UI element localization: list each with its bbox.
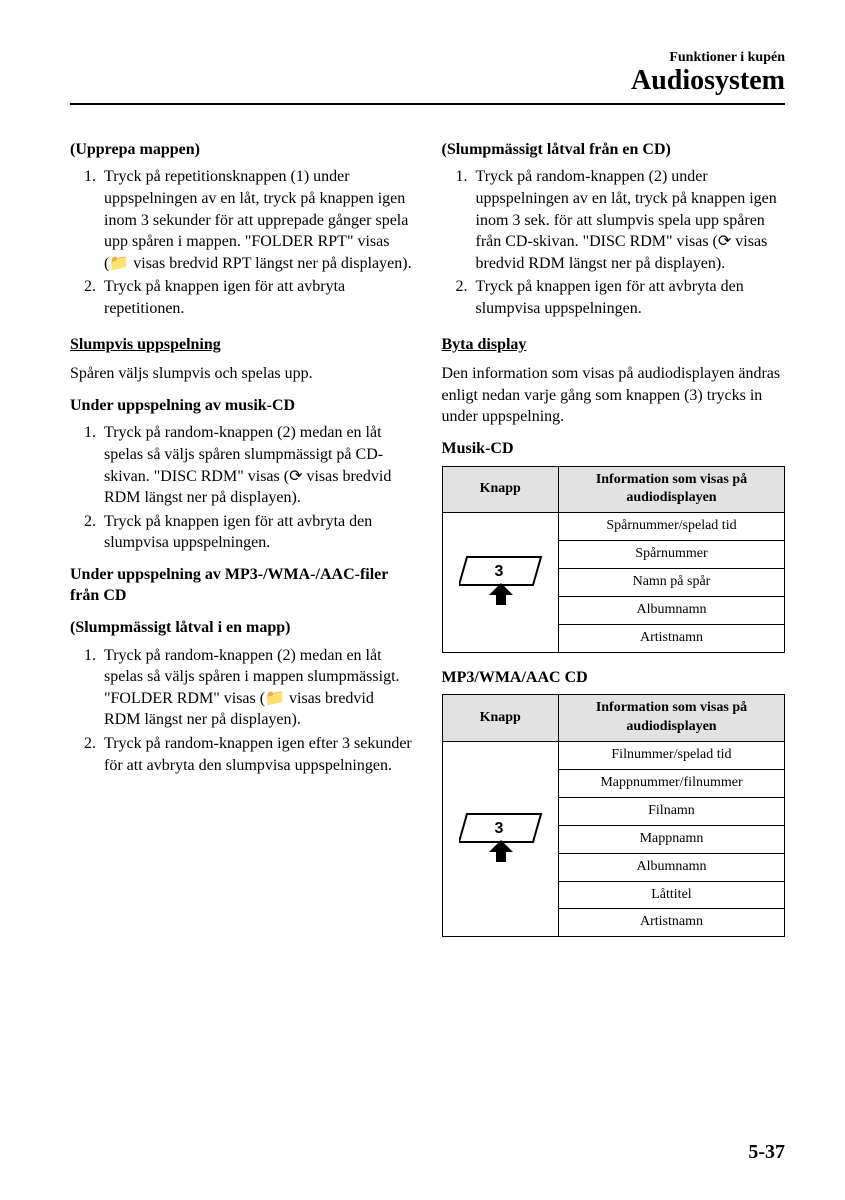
table-mp3-cd: Knapp Information som visas på audiodisp… — [442, 694, 786, 937]
right-column: (Slumpmässigt låtval från en CD) Tryck p… — [442, 129, 786, 952]
header-subtitle: Funktioner i kupén — [70, 50, 785, 66]
button-cell: 3 — [442, 742, 558, 937]
table-header: Knapp — [442, 695, 558, 742]
up-arrow-icon — [489, 840, 513, 864]
heading-table-mp3: MP3/WMA/AAC CD — [442, 667, 786, 689]
heading-repeat-folder: (Upprepa mappen) — [70, 139, 414, 161]
up-arrow-icon — [489, 583, 513, 607]
list-item: Tryck på random-knappen (2) under uppspe… — [472, 166, 786, 274]
table-row: Spårnummer — [558, 541, 784, 569]
table-row: Spårnummer/spelad tid — [558, 513, 784, 541]
table-header: Information som visas på audiodisplayen — [558, 466, 784, 513]
table-row: Namn på spår — [558, 569, 784, 597]
list-item: Tryck på repetitionsknappen (1) under up… — [100, 166, 414, 274]
button-3-icon: 3 — [455, 806, 545, 866]
music-cd-list: Tryck på random-knappen (2) medan en låt… — [70, 422, 414, 554]
display-intro: Den information som visas på audiodispla… — [442, 363, 786, 428]
table-row: Albumnamn — [558, 596, 784, 624]
table-row: Filnamn — [558, 797, 784, 825]
table-row: Mappnummer/filnummer — [558, 770, 784, 798]
page-number: 5-37 — [748, 1141, 785, 1164]
svg-text:3: 3 — [495, 820, 504, 837]
folder-random-list: Tryck på random-knappen (2) medan en låt… — [70, 645, 414, 777]
table-header: Information som visas på audiodisplayen — [558, 695, 784, 742]
list-item: Tryck på knappen igen för att avbryta de… — [100, 511, 414, 554]
heading-cd-random: (Slumpmässigt låtval från en CD) — [442, 139, 786, 161]
heading-random-play: Slumpvis uppspelning — [70, 334, 414, 356]
left-column: (Upprepa mappen) Tryck på repetitionskna… — [70, 129, 414, 952]
svg-text:3: 3 — [495, 563, 504, 580]
heading-mp3-cd: Under uppspelning av MP3-/WMA-/AAC-filer… — [70, 564, 414, 607]
header-title: Audiosystem — [70, 66, 785, 97]
heading-table-music-cd: Musik-CD — [442, 438, 786, 460]
table-header: Knapp — [442, 466, 558, 513]
list-item: Tryck på random-knappen (2) medan en låt… — [100, 645, 414, 731]
table-music-cd: Knapp Information som visas på audiodisp… — [442, 466, 786, 653]
table-row: Mappnamn — [558, 825, 784, 853]
table-row: Artistnamn — [558, 624, 784, 652]
button-3-icon: 3 — [455, 549, 545, 609]
random-intro: Spåren väljs slumpvis och spelas upp. — [70, 363, 414, 385]
list-item: Tryck på knappen igen för att avbryta re… — [100, 276, 414, 319]
heading-music-cd: Under uppspelning av musik-CD — [70, 395, 414, 417]
table-row: Låttitel — [558, 881, 784, 909]
cd-random-list: Tryck på random-knappen (2) under uppspe… — [442, 166, 786, 319]
list-item: Tryck på random-knappen igen efter 3 sek… — [100, 733, 414, 776]
page-header: Funktioner i kupén Audiosystem — [70, 50, 785, 105]
heading-folder-random: (Slumpmässigt låtval i en mapp) — [70, 617, 414, 639]
heading-change-display: Byta display — [442, 334, 786, 356]
table-row: Filnummer/spelad tid — [558, 742, 784, 770]
list-item: Tryck på random-knappen (2) medan en låt… — [100, 422, 414, 508]
button-cell: 3 — [442, 513, 558, 652]
repeat-folder-list: Tryck på repetitionsknappen (1) under up… — [70, 166, 414, 319]
table-row: Albumnamn — [558, 853, 784, 881]
table-row: Artistnamn — [558, 909, 784, 937]
list-item: Tryck på knappen igen för att avbryta de… — [472, 276, 786, 319]
